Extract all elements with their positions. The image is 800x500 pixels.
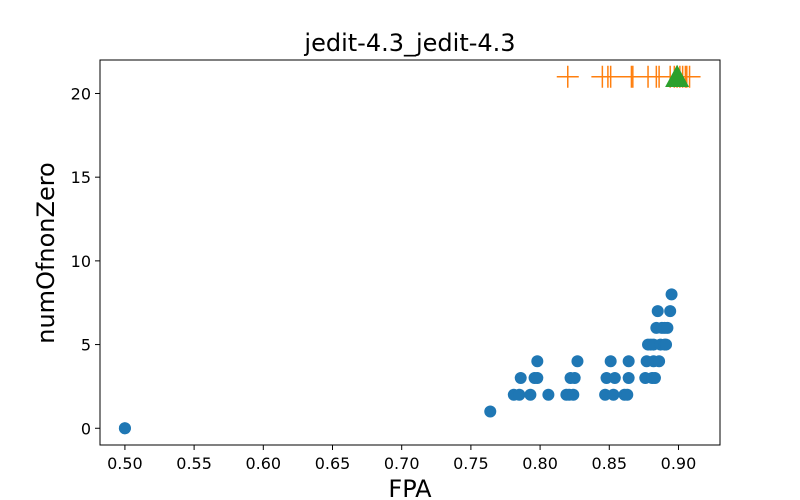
data-point-circle [608,372,621,385]
data-point-circle [484,405,497,418]
data-point-circle [622,355,635,368]
x-tick-label: 0.80 [522,454,558,473]
data-point-circle [514,372,527,385]
data-point-circle [622,372,635,385]
x-tick-label: 0.90 [661,454,697,473]
x-tick-label: 0.65 [315,454,351,473]
y-axis-label: numOfnonZero [32,162,60,343]
x-axis-label: FPA [388,475,432,500]
data-point-circle [621,388,634,401]
data-point-circle [568,372,581,385]
data-point-circle [653,355,666,368]
data-point-circle [542,388,555,401]
x-tick-label: 0.50 [107,454,143,473]
plot-marks [118,64,701,435]
x-tick-label: 0.75 [453,454,489,473]
y-tick-label: 5 [81,336,91,355]
y-tick-label: 20 [71,84,91,103]
plot-frame [99,59,721,446]
data-point-circle [513,388,526,401]
data-point-circle [531,355,544,368]
data-point-circle [600,372,613,385]
y-tick-label: 15 [71,168,91,187]
data-point-circle [607,388,620,401]
x-tick-label: 0.60 [245,454,281,473]
data-point-circle [664,305,677,318]
chart-title: jedit-4.3_jedit-4.3 [303,29,515,57]
data-point-circle [651,305,664,318]
y-tick-label: 0 [81,419,91,438]
x-tick-label: 0.85 [591,454,627,473]
data-point-circle [665,288,678,301]
data-point-circle [524,388,537,401]
x-axis: 0.50 0.55 0.60 0.65 0.70 0.75 0.80 0.85 0.90 [107,445,696,473]
data-point-circle [661,321,674,334]
data-point-plus [599,65,622,88]
data-point-circle [648,372,661,385]
data-point-circle [531,372,544,385]
y-tick-label: 10 [71,252,91,271]
data-point-circle [660,338,673,351]
y-axis: 0 5 10 15 20 [71,84,100,438]
x-tick-label: 0.70 [384,454,420,473]
data-point-circle [571,355,584,368]
data-point-circle [567,388,580,401]
data-point-triangle [665,64,690,87]
data-point-circle [118,422,131,435]
data-point-circle [604,355,617,368]
data-point-plus [556,65,579,88]
data-point-circle [599,388,612,401]
x-tick-label: 0.55 [176,454,212,473]
